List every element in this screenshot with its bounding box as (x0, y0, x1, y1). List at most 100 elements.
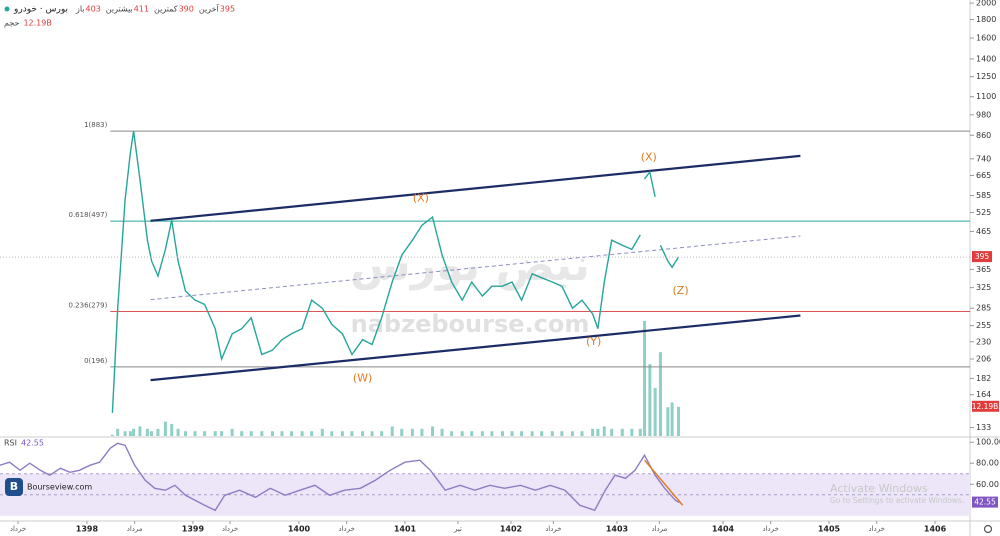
volume-bar (500, 431, 504, 436)
y-tick-label: 133 (976, 423, 991, 432)
volume-bar (653, 388, 657, 436)
x-tick-label: 1401 (394, 525, 417, 534)
rsi-title: RSI (4, 439, 17, 448)
volume-bar (370, 431, 374, 436)
rsi-trend-line (643, 459, 684, 506)
volume-bar (420, 428, 424, 436)
volume-bar (510, 431, 514, 436)
header-value: 390 (179, 5, 194, 14)
watermark: nabzebourse.com (351, 310, 590, 338)
volume-bar (260, 431, 264, 436)
logo-mark: B (10, 480, 18, 493)
rsi-tag-label: 42.55 (974, 498, 996, 507)
status-dot (4, 6, 10, 12)
wave-label: (Z) (673, 284, 689, 297)
volume-bar (176, 428, 180, 436)
settings-icon[interactable] (983, 524, 993, 534)
volume-bar (361, 431, 365, 436)
x-tick-label: 1398 (76, 525, 99, 534)
y-tick-label: 255 (976, 321, 991, 330)
rsi-tag (972, 496, 998, 508)
volume-bar (213, 431, 217, 436)
chart-title: بورس · خودرو (13, 5, 68, 15)
trend-line (150, 235, 801, 301)
volume-bar (270, 431, 274, 436)
volume-bar (380, 431, 384, 436)
volume-bar (163, 421, 167, 436)
volume-bar (138, 426, 142, 436)
volume-bar (670, 402, 674, 436)
x-tick-label: مرداد (127, 525, 143, 533)
volume-bar (240, 431, 244, 436)
volume-bar (410, 428, 414, 436)
y-tick-label: 230 (976, 337, 991, 346)
volume-bar (620, 428, 624, 436)
volume-bar (320, 428, 324, 436)
x-tick-label: 1400 (288, 525, 311, 534)
x-tick-label: تیر (453, 525, 462, 533)
x-tick-label: خرداد (545, 525, 561, 533)
volume-bar (156, 428, 160, 436)
volume-bar (630, 428, 634, 436)
volume-bar (400, 428, 404, 436)
x-tick-label: مرداد (651, 525, 667, 533)
volume-bar (116, 428, 120, 436)
trend-line (150, 154, 801, 222)
volume-header-value: 12.19B (23, 19, 51, 28)
y-tick-label: 80.00 (976, 459, 999, 468)
fib-label: 0.236(279) (68, 302, 107, 310)
volume-bar (490, 431, 494, 436)
volume-tag-label: 12.19B (972, 402, 999, 411)
y-tick-label: 206 (976, 355, 991, 364)
volume-bar (170, 424, 174, 436)
x-tick-label: خرداد (869, 525, 885, 533)
header-label: آخرین (199, 4, 220, 14)
volume-bar (540, 431, 544, 436)
fib-label: 1(883) (84, 121, 108, 129)
y-tick-label: 740 (976, 154, 991, 163)
volume-bar (350, 431, 354, 436)
y-tick-label: 585 (976, 191, 991, 200)
x-tick-label: 1406 (924, 525, 947, 534)
volume-bar (460, 431, 464, 436)
x-tick-label: 1402 (500, 525, 522, 534)
volume-title: حجم (4, 19, 19, 28)
volume-bar (440, 428, 444, 436)
header-value: 403 (86, 5, 101, 14)
x-tick-label: خرداد (338, 525, 354, 533)
logo-box (5, 478, 23, 496)
rsi-line (0, 442, 680, 512)
volume-bar (290, 431, 294, 436)
volume-bar (310, 431, 314, 436)
volume-bar (610, 428, 614, 436)
volume-bar (520, 431, 524, 436)
trend-line (150, 314, 801, 382)
volume-bar (150, 431, 154, 436)
wave-label: (Y) (586, 335, 601, 348)
volume-bar (591, 428, 595, 436)
volume-bar (596, 428, 600, 436)
y-tick-label: 525 (976, 208, 991, 217)
volume-bar (110, 434, 114, 436)
x-tick-label: 1403 (606, 525, 628, 534)
logo-text: Bourseview.com (27, 483, 92, 492)
volume-tag (972, 400, 999, 412)
volume-bar (602, 426, 606, 436)
y-tick-label: 1600 (976, 34, 996, 43)
volume-bar (132, 428, 136, 436)
y-tick-label: 465 (976, 227, 991, 236)
last-price-tag (972, 251, 992, 263)
header-value: 395 (220, 5, 235, 14)
header-label: بیشترین (106, 5, 133, 14)
volume-bar (340, 431, 344, 436)
y-tick-label: 980 (976, 110, 991, 119)
y-tick-label: 1250 (976, 72, 996, 81)
y-tick-label: 2000 (976, 0, 996, 8)
volume-bar (390, 426, 394, 436)
volume-bar (666, 407, 670, 436)
volume-bar (123, 431, 127, 436)
y-tick-label: 325 (976, 283, 991, 292)
volume-bar (300, 431, 304, 436)
